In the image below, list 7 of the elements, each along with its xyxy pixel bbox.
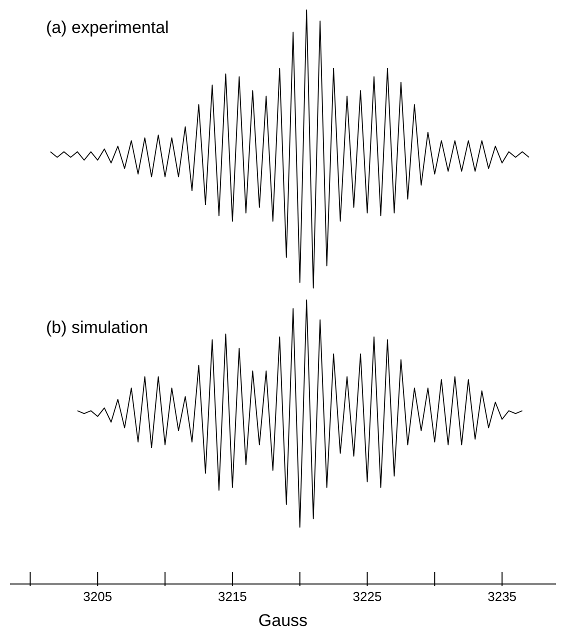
text: (b) simulation: [46, 318, 148, 337]
x-axis-title: Gauss: [258, 611, 308, 630]
x-tick-label: 3235: [488, 589, 517, 604]
x-tick-label: 3215: [218, 589, 247, 604]
x-tick-label: 3205: [83, 589, 112, 604]
x-tick-label: 3225: [352, 589, 382, 604]
text: (a) experimental: [46, 18, 169, 37]
